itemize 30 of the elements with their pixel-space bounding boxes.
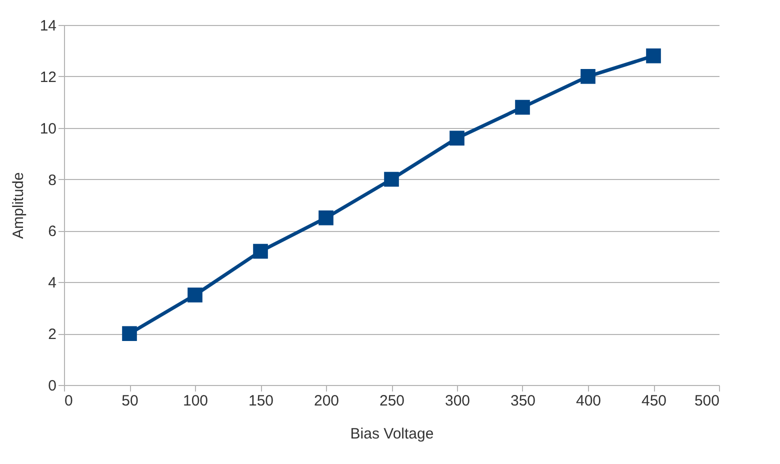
point (646, 48, 661, 64)
y-tick-label: 8 (48, 172, 56, 189)
x-tick-label: 350 (510, 392, 536, 410)
y-tick-label: 14 (40, 18, 56, 34)
point (580, 69, 596, 84)
x-tick-label: 100 (182, 392, 208, 410)
x-tick-label: 250 (379, 392, 405, 410)
point (122, 326, 137, 341)
y-tick-label: 0 (48, 378, 56, 394)
x-axis-title: Bias Voltage (350, 426, 434, 442)
point (188, 288, 202, 302)
y-tick-label: 2 (48, 326, 56, 344)
y-tick-label: 10 (40, 120, 56, 138)
x-tick-label: 150 (248, 392, 274, 410)
point (384, 172, 399, 187)
point (450, 130, 464, 146)
y-tick-label: 4 (48, 274, 56, 292)
x-tick-label: 200 (314, 392, 340, 410)
point (515, 100, 530, 115)
point (318, 210, 334, 226)
y-tick-label: 12 (40, 68, 56, 86)
x-tick-label: 450 (641, 392, 667, 410)
x-tick-label: 400 (576, 392, 602, 410)
point (253, 244, 268, 259)
x-tick-label: 0 (64, 392, 73, 410)
x-tick-label: 300 (444, 392, 470, 410)
y-axis-title: Amplitude (10, 172, 27, 239)
y-tick-label: 6 (48, 223, 56, 240)
x-tick-label: 50 (122, 392, 138, 410)
x-tick-label: 500 (694, 392, 720, 410)
